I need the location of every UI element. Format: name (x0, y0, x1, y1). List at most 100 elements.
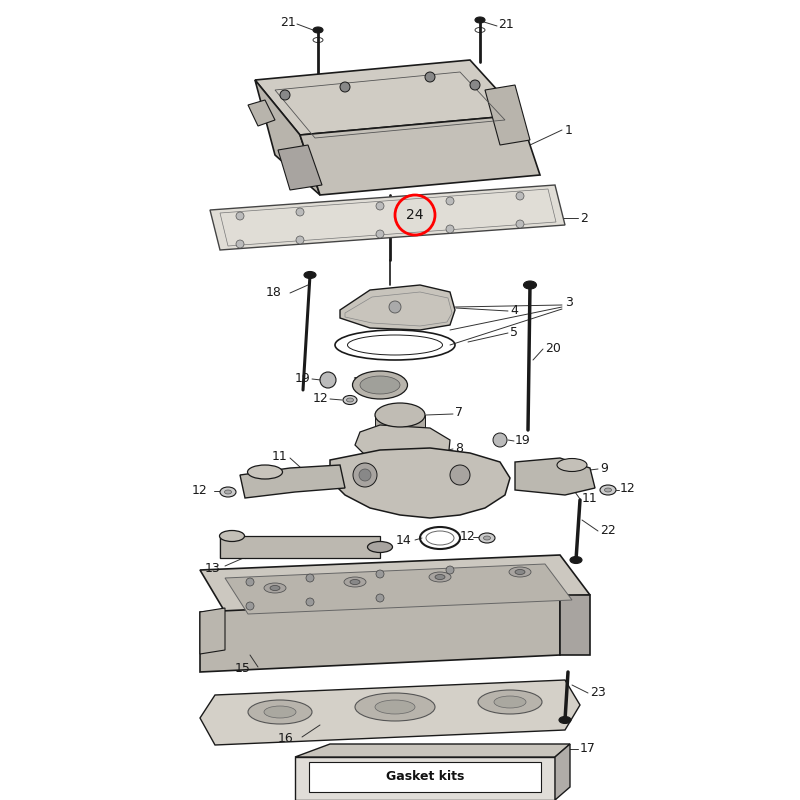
Text: Gasket kits: Gasket kits (386, 770, 464, 783)
Text: 7: 7 (455, 406, 463, 419)
Polygon shape (248, 100, 275, 126)
Circle shape (446, 225, 454, 233)
Polygon shape (300, 115, 540, 195)
Polygon shape (355, 425, 450, 465)
Ellipse shape (355, 693, 435, 721)
Circle shape (376, 570, 384, 578)
Circle shape (340, 82, 350, 92)
Ellipse shape (429, 572, 451, 582)
Circle shape (306, 598, 314, 606)
Text: 11: 11 (272, 450, 288, 462)
Circle shape (306, 574, 314, 582)
Ellipse shape (367, 542, 393, 553)
Ellipse shape (247, 465, 282, 479)
Ellipse shape (479, 533, 495, 543)
Polygon shape (485, 85, 530, 145)
Text: 20: 20 (545, 342, 561, 354)
Text: 11: 11 (582, 491, 598, 505)
Circle shape (376, 230, 384, 238)
Ellipse shape (375, 403, 425, 427)
Circle shape (450, 465, 470, 485)
Circle shape (280, 90, 290, 100)
Polygon shape (560, 595, 590, 655)
Ellipse shape (264, 583, 286, 593)
Text: 2: 2 (580, 211, 588, 225)
Ellipse shape (346, 398, 354, 402)
Text: 15: 15 (235, 662, 251, 674)
Circle shape (470, 80, 480, 90)
Polygon shape (255, 80, 320, 195)
Ellipse shape (475, 17, 485, 23)
Ellipse shape (600, 485, 616, 495)
Circle shape (446, 566, 454, 574)
Ellipse shape (559, 717, 571, 723)
Polygon shape (515, 458, 595, 495)
Circle shape (236, 212, 244, 220)
Polygon shape (200, 555, 590, 612)
Ellipse shape (509, 567, 531, 577)
Text: 19: 19 (295, 371, 310, 385)
Ellipse shape (344, 577, 366, 587)
Ellipse shape (523, 281, 537, 289)
Ellipse shape (343, 395, 357, 405)
Text: 17: 17 (580, 742, 596, 754)
Ellipse shape (270, 586, 280, 590)
Text: 21: 21 (498, 18, 514, 30)
Ellipse shape (350, 579, 360, 585)
Text: 8: 8 (455, 442, 463, 454)
Circle shape (320, 372, 336, 388)
Circle shape (359, 469, 371, 481)
Ellipse shape (483, 536, 490, 540)
Polygon shape (295, 757, 555, 800)
Circle shape (425, 72, 435, 82)
Polygon shape (295, 744, 570, 757)
Ellipse shape (219, 530, 245, 542)
Circle shape (296, 236, 304, 244)
Circle shape (246, 578, 254, 586)
Circle shape (296, 208, 304, 216)
Polygon shape (555, 744, 570, 800)
Polygon shape (200, 680, 580, 745)
Text: 1: 1 (565, 123, 573, 137)
Text: 12: 12 (620, 482, 636, 494)
Text: 24: 24 (406, 208, 424, 222)
Polygon shape (340, 285, 455, 330)
Text: 5: 5 (510, 326, 518, 338)
Circle shape (389, 301, 401, 313)
Ellipse shape (494, 696, 526, 708)
Circle shape (376, 594, 384, 602)
Text: 25: 25 (352, 377, 368, 390)
Circle shape (236, 240, 244, 248)
Ellipse shape (264, 706, 296, 718)
Text: 13: 13 (205, 562, 221, 574)
Circle shape (493, 433, 507, 447)
Polygon shape (330, 448, 510, 518)
Ellipse shape (435, 574, 445, 579)
Polygon shape (200, 595, 560, 672)
Polygon shape (255, 60, 520, 135)
Text: 22: 22 (600, 523, 616, 537)
Ellipse shape (353, 371, 407, 399)
Text: 9: 9 (600, 462, 608, 474)
Ellipse shape (304, 271, 316, 278)
Text: 4: 4 (510, 303, 518, 317)
Text: 18: 18 (266, 286, 282, 298)
Ellipse shape (220, 487, 236, 497)
Ellipse shape (478, 690, 542, 714)
Circle shape (353, 463, 377, 487)
Text: 12: 12 (192, 483, 208, 497)
Ellipse shape (515, 570, 525, 574)
Text: 14: 14 (396, 534, 412, 546)
Ellipse shape (375, 700, 415, 714)
Text: 19: 19 (515, 434, 530, 446)
Text: 21: 21 (280, 15, 296, 29)
Polygon shape (278, 145, 322, 190)
Ellipse shape (605, 488, 611, 492)
Text: 12: 12 (313, 391, 329, 405)
Circle shape (376, 202, 384, 210)
Ellipse shape (248, 700, 312, 724)
Ellipse shape (225, 490, 231, 494)
Ellipse shape (313, 27, 323, 33)
Polygon shape (200, 608, 225, 654)
Circle shape (246, 602, 254, 610)
